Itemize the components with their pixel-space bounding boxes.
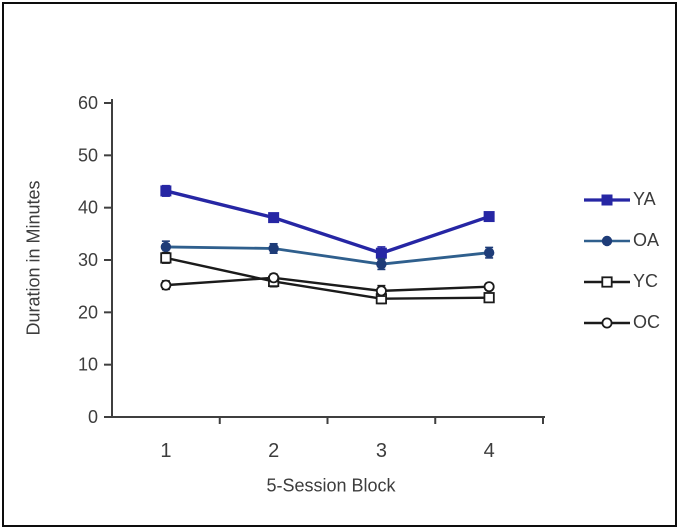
series-oc [160,272,495,297]
open-circle-marker-icon [584,317,630,328]
x-tick-label: 4 [484,440,495,462]
y-tick-label: 50 [78,145,98,165]
legend-label: YC [633,271,659,291]
series-line [165,276,490,293]
y-tick-label: 60 [78,93,98,113]
legend-item: YA [584,187,660,212]
series-line [165,256,490,300]
legend-label: OA [633,230,660,250]
y-tick-label: 30 [78,250,98,270]
legend-label: YA [633,189,656,209]
legend-item: OA [584,228,660,253]
legend-item: YC [584,269,660,294]
filled-circle-marker-icon [584,235,630,246]
legend-label: OC [633,312,660,332]
legend-item: OC [584,310,660,335]
x-tick-label: 1 [160,440,171,462]
y-tick-label: 40 [78,198,98,218]
x-tick-label: 3 [376,440,387,462]
legend: YA OA YC OC [584,187,660,335]
open-square-marker-icon [584,275,630,288]
y-tick-label: 10 [78,355,98,375]
series-line [165,245,490,266]
x-tick-label: 2 [268,440,279,462]
series-oa [160,240,495,271]
y-tick-label: 20 [78,302,98,322]
y-axis-title: Duration in Minutes [23,180,44,336]
series-yc [160,251,495,305]
filled-square-marker-icon [584,194,630,205]
series-line [165,189,490,255]
x-axis-title: 5-Session Block [266,475,396,496]
y-tick-label: 0 [88,407,98,427]
